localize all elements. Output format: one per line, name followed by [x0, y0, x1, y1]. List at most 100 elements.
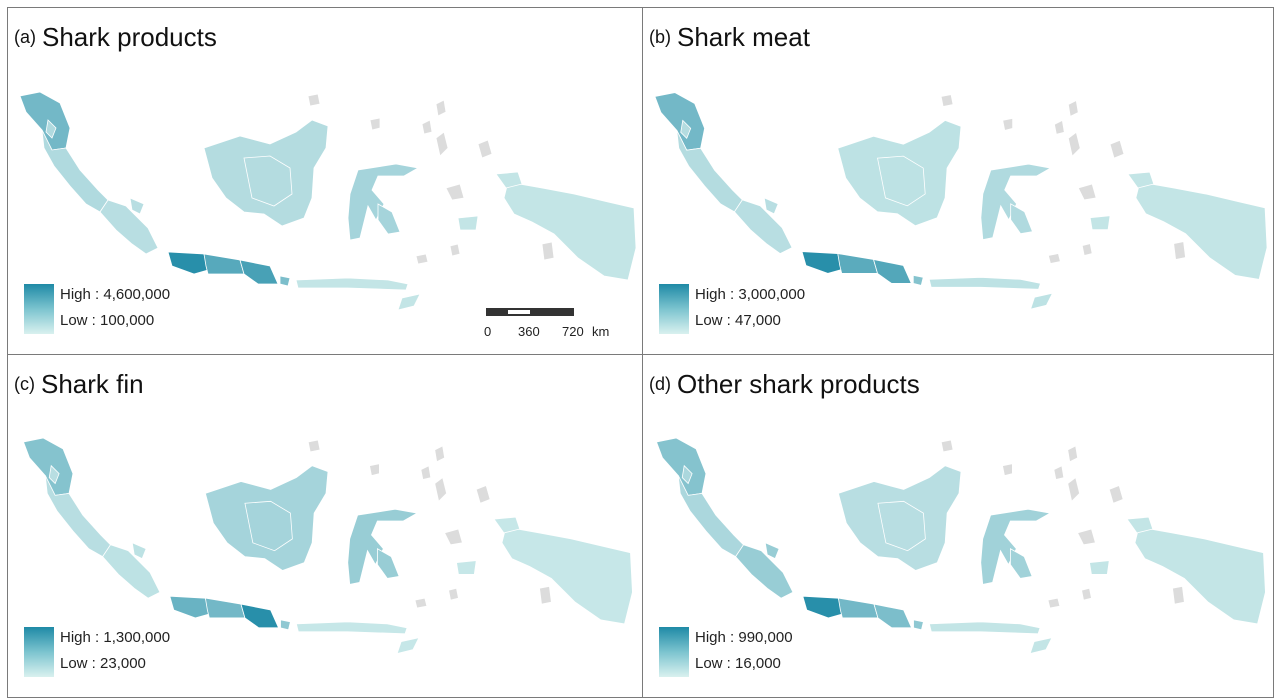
legend-low: Low : 47,000	[695, 312, 781, 329]
region-sumatra-s	[733, 199, 793, 255]
region-no-data	[1067, 99, 1079, 118]
scale-bar-graphic	[486, 308, 574, 316]
region-no-data	[1067, 131, 1081, 157]
panel-other-shark-products: (d) Other shark products High : 990,000 L…	[642, 354, 1274, 698]
region-no-data	[1108, 484, 1124, 504]
region-kalimantan	[877, 155, 926, 207]
region-no-data	[1173, 241, 1187, 260]
region-java-w	[802, 595, 843, 619]
region-java-w	[801, 251, 843, 274]
legend-gradient	[24, 284, 54, 334]
panel-label: (b)	[649, 27, 671, 47]
region-no-data	[1067, 445, 1079, 463]
region-sulawesi	[347, 508, 419, 585]
legend: High : 990,000 Low : 16,000	[659, 627, 859, 679]
region-papua	[456, 560, 477, 575]
region-bali	[913, 619, 924, 631]
region-sulawesi	[1010, 203, 1034, 235]
panel-name: Shark fin	[41, 369, 144, 399]
region-sumatra-s	[131, 542, 147, 560]
region-papua	[457, 215, 479, 231]
region-nusa	[1029, 292, 1054, 310]
region-sulawesi	[377, 548, 400, 579]
region-sumatra-w	[45, 119, 57, 139]
panel-shark-meat: (b) Shark meat High : 3,000,000 Low : 47,…	[642, 7, 1274, 355]
region-no-data	[1077, 183, 1097, 201]
region-sumatra-w	[681, 464, 693, 485]
region-sumatra-s	[764, 542, 780, 560]
region-no-data	[1172, 585, 1185, 605]
region-sulawesi	[347, 163, 420, 241]
legend-low: Low : 16,000	[695, 655, 781, 672]
map-shark-products	[19, 91, 637, 311]
region-java-w	[169, 595, 210, 619]
region-bali	[912, 274, 924, 286]
region-no-data	[539, 585, 552, 605]
region-java-c	[203, 253, 245, 275]
panel-name: Shark products	[42, 22, 217, 52]
legend-high: High : 990,000	[695, 629, 793, 646]
map-shark-fin	[22, 437, 633, 655]
region-sumatra-s	[102, 544, 161, 599]
legend-high: High : 4,600,000	[60, 286, 171, 303]
region-no-data	[1081, 587, 1092, 601]
region-sulawesi	[980, 508, 1052, 585]
region-no-data	[369, 463, 380, 477]
region-java-e	[239, 259, 279, 285]
region-no-data	[307, 93, 321, 107]
region-java-c	[204, 597, 246, 619]
region-no-data	[1067, 476, 1081, 503]
region-kalimantan	[243, 155, 293, 207]
region-no-data	[1053, 119, 1065, 135]
region-bali	[279, 275, 291, 287]
region-sulawesi	[377, 203, 401, 235]
region-sumatra-w	[680, 119, 692, 139]
region-java-e	[872, 258, 912, 284]
region-nusa	[397, 293, 421, 311]
legend-gradient	[24, 627, 54, 677]
region-sumatra-s	[763, 197, 779, 215]
legend: High : 4,600,000 Low : 100,000	[24, 284, 224, 336]
scale-tick-0: 0	[484, 324, 492, 339]
region-java-e	[240, 603, 280, 629]
region-papua	[493, 516, 521, 534]
panel-shark-fin: (c) Shark fin High : 1,300,000 Low : 23,0…	[7, 354, 643, 698]
region-no-data	[1002, 117, 1014, 131]
region-no-data	[1047, 597, 1061, 609]
legend-gradient	[659, 627, 689, 677]
panel-title: (d) Other shark products	[649, 369, 920, 400]
region-no-data	[434, 445, 446, 463]
region-no-data	[477, 139, 493, 159]
region-nusa	[396, 637, 420, 655]
region-papua	[1126, 516, 1154, 534]
region-nusa	[1029, 637, 1053, 655]
region-kalimantan	[244, 500, 293, 552]
legend: High : 1,300,000 Low : 23,000	[24, 627, 224, 679]
region-java-e	[873, 603, 913, 629]
region-no-data	[420, 465, 432, 481]
region-no-data	[475, 484, 491, 504]
region-java-w	[167, 251, 209, 275]
scale-tick-360: 360	[518, 324, 540, 339]
legend-high: High : 3,000,000	[695, 286, 806, 303]
region-nusa	[928, 621, 1041, 635]
scale-bar: 0 360 720 km	[478, 306, 609, 339]
region-papua	[503, 181, 637, 281]
region-sulawesi	[1010, 548, 1033, 579]
legend-low: Low : 100,000	[60, 312, 155, 329]
region-nusa	[928, 276, 1042, 290]
legend-high: High : 1,300,000	[60, 629, 171, 646]
scale-unit: km	[592, 324, 610, 339]
region-papua	[1134, 526, 1266, 625]
panel-name: Other shark products	[677, 369, 920, 399]
legend: High : 3,000,000 Low : 47,000	[659, 284, 859, 336]
region-no-data	[541, 241, 555, 261]
region-papua	[501, 526, 633, 625]
panel-shark-products: (a) Shark products High : 4,600,000 Low :…	[7, 7, 643, 355]
region-papua	[495, 171, 523, 189]
panel-title: (b) Shark meat	[649, 22, 810, 53]
region-nusa	[295, 621, 408, 635]
panel-label: (c)	[14, 374, 35, 394]
region-papua	[1089, 560, 1110, 575]
